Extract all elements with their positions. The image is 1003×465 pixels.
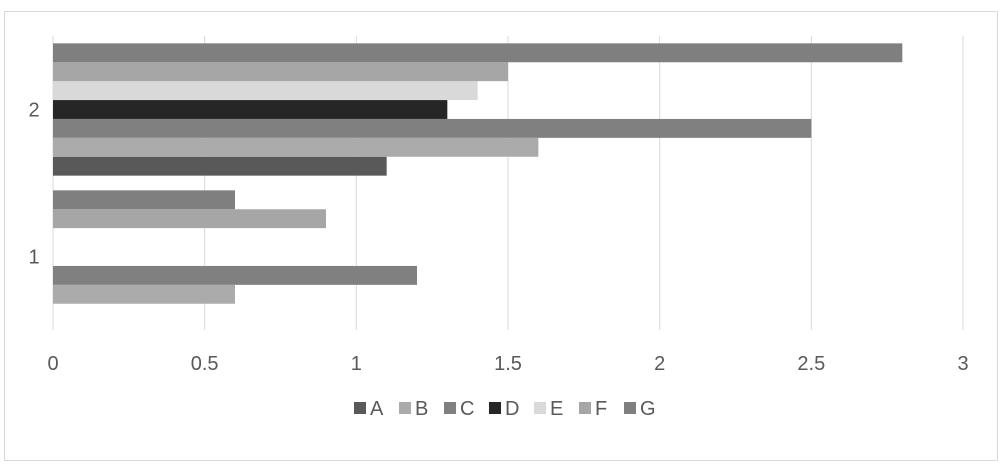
bar-cat2-D (53, 100, 448, 119)
bar-cat2-F (53, 62, 508, 82)
bar-cat2-B (53, 137, 539, 157)
legend-label-B: B (415, 398, 428, 420)
bar-cat1-F (53, 209, 326, 229)
bar-cat2-G (53, 43, 903, 63)
x-tick-label-1: 0.5 (191, 353, 219, 375)
x-tick-label-6: 3 (957, 353, 968, 375)
x-tick-label-0: 0 (47, 353, 58, 375)
bar-cat1-B (53, 284, 235, 304)
legend-label-D: D (505, 398, 519, 420)
bar-cat1-G (53, 190, 235, 210)
legend-swatch-G (624, 402, 636, 414)
legend-label-E: E (550, 398, 563, 420)
bar-cat1-C (53, 265, 417, 285)
y-category-label-2: 2 (28, 100, 39, 122)
bar-cat2-A (53, 156, 387, 176)
bar-cat2-C (53, 118, 812, 138)
legend-swatch-F (579, 402, 591, 414)
x-tick-label-5: 2.5 (797, 353, 825, 375)
x-tick-label-3: 1.5 (494, 353, 522, 375)
y-category-label-1: 1 (28, 247, 39, 269)
x-tick-label-2: 1 (351, 353, 362, 375)
bar-cat2-E (53, 81, 478, 101)
legend-swatch-C (444, 402, 456, 414)
legend-swatch-D (489, 402, 501, 414)
legend-swatch-A (354, 402, 366, 414)
legend-label-A: A (370, 398, 384, 420)
legend-label-C: C (460, 398, 474, 420)
legend-swatch-E (534, 402, 546, 414)
legend-label-F: F (595, 398, 607, 420)
legend-swatch-B (399, 402, 411, 414)
x-tick-label-4: 2 (654, 353, 665, 375)
legend-label-G: G (640, 398, 656, 420)
